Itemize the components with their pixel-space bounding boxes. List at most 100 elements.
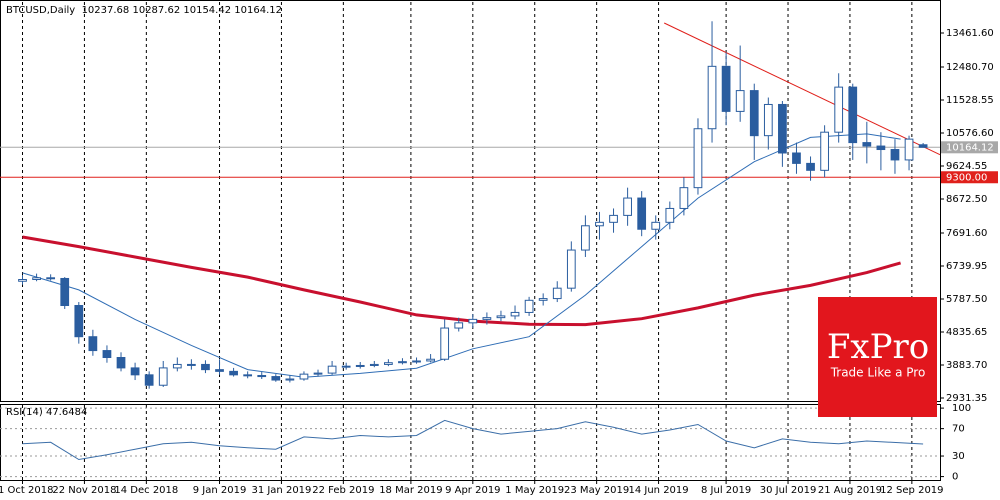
candle-body bbox=[440, 327, 450, 360]
candle-body bbox=[229, 370, 238, 376]
y-tick-label: 6739.95 bbox=[946, 261, 987, 272]
y-tick-label: 12480.70 bbox=[946, 62, 994, 73]
candle-body bbox=[890, 149, 900, 161]
candle-body bbox=[468, 318, 478, 324]
x-tick-label: 14 Dec 2018 bbox=[114, 485, 178, 496]
candle-body bbox=[18, 279, 27, 282]
candle-body bbox=[679, 187, 689, 209]
x-tick-label: 9 Jan 2019 bbox=[193, 485, 247, 496]
chart-header: BTCUSD,Daily 10237.68 10287.62 10154.42 … bbox=[6, 5, 282, 16]
candle-body bbox=[102, 350, 112, 359]
candle-body bbox=[566, 249, 576, 289]
candle-body bbox=[454, 322, 464, 329]
candle-body bbox=[721, 65, 731, 112]
price-level-label: 9300.00 bbox=[946, 172, 987, 183]
candle-body bbox=[398, 361, 407, 364]
candle-body bbox=[355, 364, 365, 367]
logo-box bbox=[818, 297, 937, 417]
candle-body bbox=[32, 277, 41, 281]
x-tick-label: 21 Aug 2019 bbox=[818, 485, 882, 496]
candle-body bbox=[384, 362, 393, 365]
rsi-tick-label: 30 bbox=[952, 451, 965, 462]
candle-body bbox=[665, 207, 675, 223]
candle-body bbox=[201, 363, 210, 371]
candle-body bbox=[172, 363, 182, 369]
x-tick-label: 22 Feb 2019 bbox=[312, 485, 374, 496]
y-tick-label: 3883.70 bbox=[946, 360, 987, 371]
price-panel bbox=[0, 0, 941, 402]
candle-body bbox=[806, 162, 815, 171]
candle-body bbox=[862, 142, 872, 147]
rsi-panel bbox=[0, 404, 941, 481]
candle-body bbox=[595, 221, 604, 227]
candle-body bbox=[369, 363, 379, 366]
candle-body bbox=[46, 277, 56, 280]
candle-body bbox=[749, 90, 759, 137]
price-level-label: 10164.12 bbox=[946, 142, 994, 153]
candle-body bbox=[848, 86, 858, 144]
candle-body bbox=[904, 138, 914, 161]
candle-body bbox=[524, 299, 534, 313]
candle-body bbox=[538, 298, 548, 301]
candle-body bbox=[327, 365, 337, 374]
candle-body bbox=[651, 221, 661, 230]
x-tick-label: 1 May 2019 bbox=[505, 485, 564, 496]
candle-body bbox=[271, 376, 281, 381]
rsi-tick-label: 70 bbox=[952, 424, 965, 435]
candle-body bbox=[285, 378, 295, 381]
logo-name: FxPro bbox=[827, 327, 929, 367]
plot-layer bbox=[0, 2, 941, 480]
rsi-title: RSI(14) 47.6484 bbox=[6, 407, 87, 418]
y-tick-label: 8672.50 bbox=[946, 194, 987, 205]
candle-body bbox=[257, 375, 267, 378]
candle-body bbox=[426, 358, 435, 362]
y-tick-label: 2931.35 bbox=[946, 393, 987, 404]
x-tick-label: 12 Sep 2019 bbox=[880, 485, 943, 496]
moving-average bbox=[22, 133, 901, 378]
candle-body bbox=[243, 374, 253, 377]
candle-body bbox=[60, 277, 70, 307]
x-tick-label: 8 Jul 2019 bbox=[701, 485, 751, 496]
candle-body bbox=[341, 365, 351, 368]
x-tick-label: 31 Jan 2019 bbox=[251, 485, 311, 496]
x-tick-label: 31 Oct 2018 bbox=[0, 485, 53, 496]
rsi-line bbox=[22, 419, 924, 461]
candle-body bbox=[707, 65, 717, 130]
candle-body bbox=[552, 287, 562, 300]
candle-body bbox=[144, 374, 154, 386]
y-tick-label: 13461.60 bbox=[946, 28, 994, 39]
x-tick-label: 14 Jun 2019 bbox=[628, 485, 688, 496]
x-tick-label: 30 Jul 2019 bbox=[760, 485, 817, 496]
y-tick-label: 9624.55 bbox=[946, 161, 987, 172]
candle-body bbox=[313, 372, 323, 375]
candle-body bbox=[693, 128, 703, 189]
x-tick-label: 23 May 2019 bbox=[564, 485, 629, 496]
candle-body bbox=[763, 103, 773, 137]
price-level-box bbox=[941, 141, 998, 154]
candle-body bbox=[412, 360, 421, 363]
rsi-tick-label: 0 bbox=[952, 472, 958, 483]
trendline bbox=[663, 22, 941, 156]
candle-body bbox=[820, 131, 829, 171]
price-level-box bbox=[941, 171, 998, 184]
rsi-tick-label: 100 bbox=[952, 403, 971, 414]
candle-body bbox=[116, 357, 126, 369]
candle-body bbox=[482, 317, 492, 320]
candle-body bbox=[130, 367, 140, 376]
candle-body bbox=[834, 86, 844, 133]
candle-body bbox=[187, 363, 196, 366]
logo-tagline: Trade Like a Pro bbox=[830, 366, 926, 380]
candle-body bbox=[623, 197, 632, 216]
y-tick-label: 10576.60 bbox=[946, 128, 994, 139]
y-tick-label: 4835.65 bbox=[946, 327, 987, 338]
candle-body bbox=[74, 305, 84, 338]
candle-body bbox=[496, 315, 506, 319]
candle-body bbox=[876, 145, 886, 151]
candle-body bbox=[637, 197, 647, 230]
candle-body bbox=[510, 311, 520, 317]
y-tick-label: 11528.55 bbox=[946, 95, 994, 106]
candle-body bbox=[918, 144, 928, 148]
y-tick-label: 7691.60 bbox=[946, 228, 987, 239]
